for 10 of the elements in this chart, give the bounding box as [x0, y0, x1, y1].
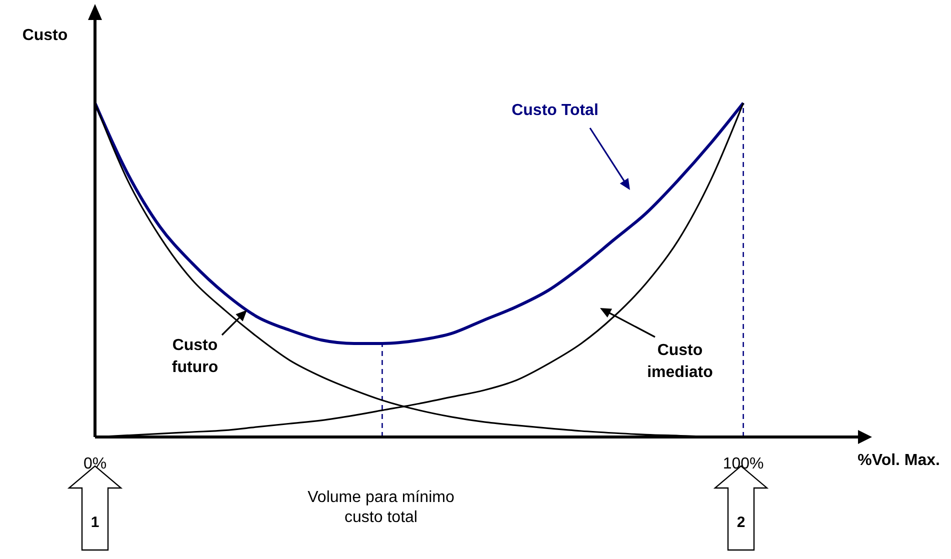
x-axis-title: %Vol. Max.: [858, 452, 940, 469]
text: 2: [736, 514, 746, 531]
x-tick-label: 0%: [83, 455, 107, 472]
text: Custo Total: [512, 102, 598, 119]
text: Custo imediato: [647, 342, 714, 381]
x-tick-label: 100%: [722, 455, 764, 472]
text: Volume para mínimo custo total: [308, 489, 454, 526]
text: 1: [90, 514, 100, 531]
series-label: Custo futuro: [172, 337, 218, 376]
y-axis-title: Custo: [22, 27, 68, 44]
